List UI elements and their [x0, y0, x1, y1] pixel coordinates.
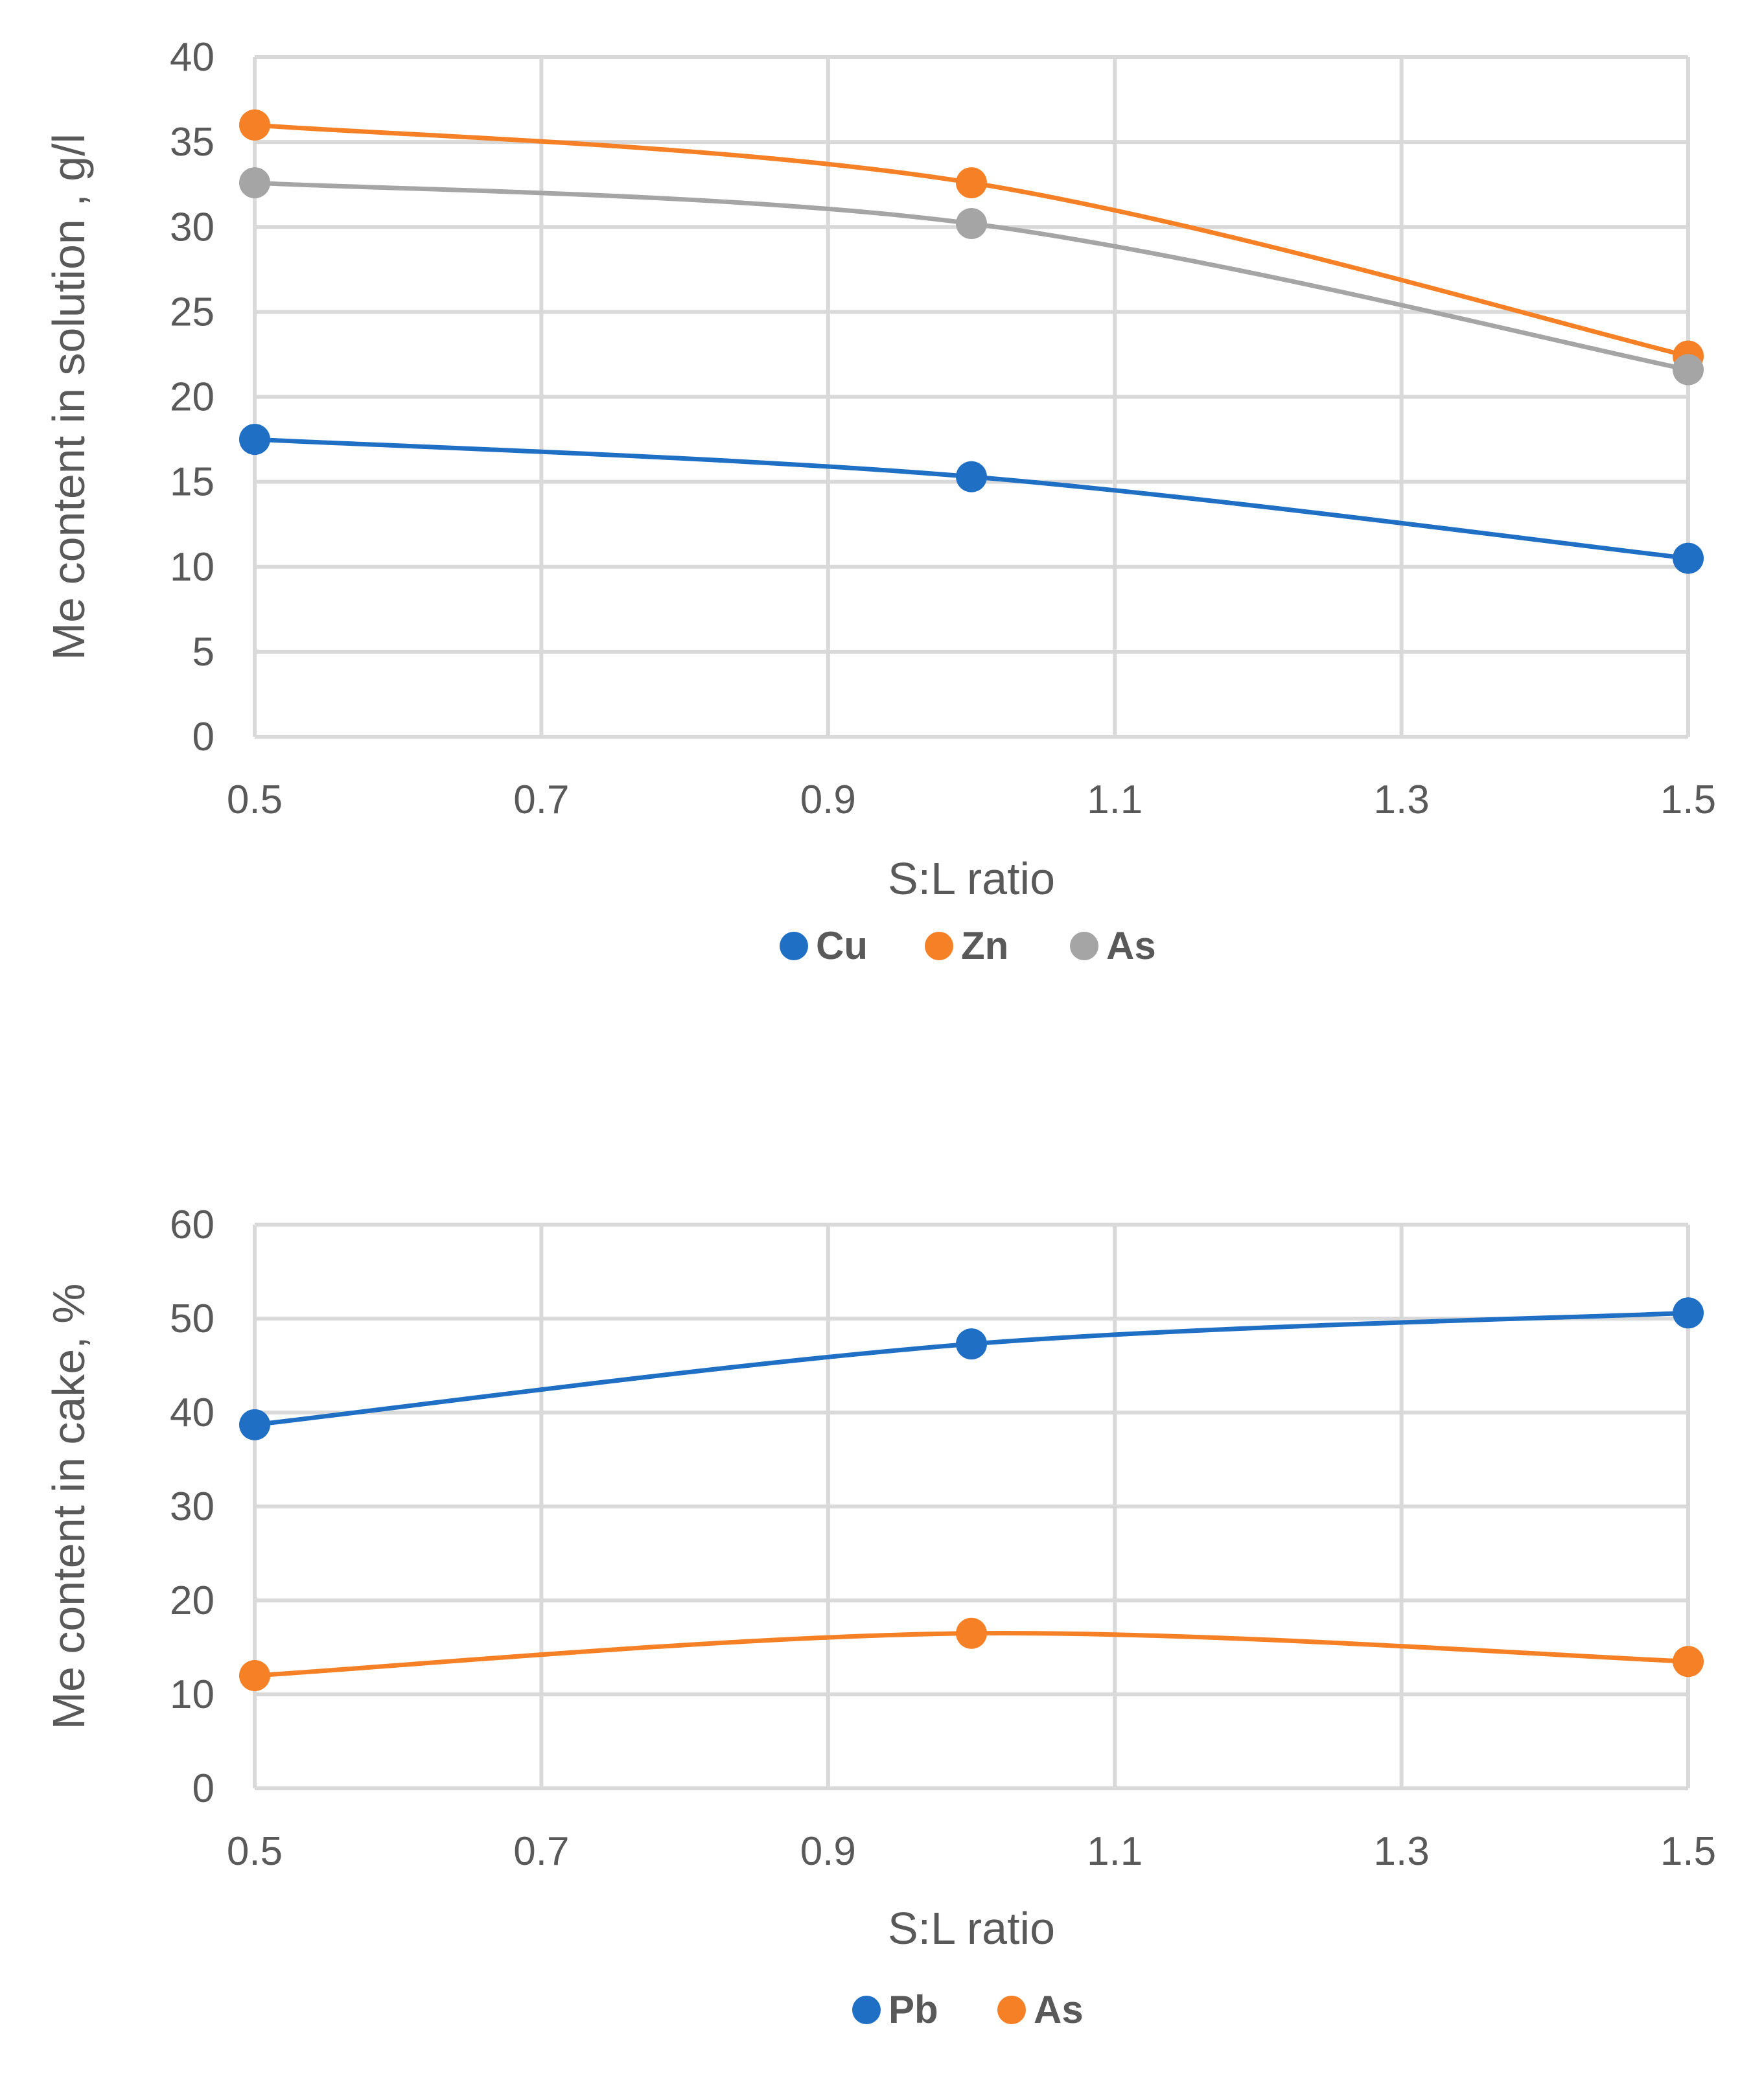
- data-point-as: [1673, 1646, 1704, 1678]
- y-tick-label: 40: [170, 1390, 215, 1435]
- y-axis-title: Me content in cake, %: [43, 1284, 94, 1730]
- data-point-zn: [956, 167, 987, 199]
- y-tick-label: 60: [170, 1203, 215, 1247]
- legend-label-zn: Zn: [961, 924, 1008, 967]
- x-tick-label: 0.9: [800, 778, 856, 822]
- data-point-pb: [956, 1328, 987, 1360]
- data-point-cu: [239, 424, 270, 456]
- solution-chart: 0 5 10 15 20 25 30 35 40 0.5 0.7 0.9 1.1 1.3 1.5 S:L ra…: [43, 35, 1716, 967]
- gridlines: [253, 1223, 1690, 1790]
- y-tick-label: 15: [170, 460, 215, 505]
- data-point-as: [239, 1660, 270, 1691]
- legend-label-as: As: [1034, 1988, 1084, 2031]
- x-tick-label: 1.3: [1373, 778, 1429, 822]
- legend-label-as: As: [1106, 924, 1156, 967]
- y-tick-label: 20: [170, 1578, 215, 1623]
- legend-item-cu: Cu: [780, 924, 868, 967]
- data-point-zn: [239, 109, 270, 141]
- y-tick-label: 20: [170, 375, 215, 420]
- x-tick-label: 1.5: [1660, 1829, 1716, 1874]
- legend: Pb As: [852, 1988, 1084, 2031]
- x-axis-title: S:L ratio: [888, 1903, 1055, 1954]
- x-tick-label: 0.5: [227, 778, 283, 822]
- x-tick-label: 1.1: [1087, 778, 1143, 822]
- y-axis-title: Me content in solution , g/l: [43, 133, 94, 660]
- data-point-as: [239, 167, 270, 199]
- legend-label-cu: Cu: [816, 924, 868, 967]
- legend-item-as: As: [997, 1988, 1084, 2031]
- legend-item-zn: Zn: [925, 924, 1008, 967]
- data-point-as: [956, 1617, 987, 1649]
- y-tick-label: 35: [170, 120, 215, 165]
- x-tick-label: 1.5: [1660, 778, 1716, 822]
- x-tick-label: 0.9: [800, 1829, 856, 1874]
- y-tick-label: 0: [192, 1766, 215, 1811]
- x-tick-label: 1.1: [1087, 1829, 1143, 1874]
- y-tick-label: 10: [170, 545, 215, 590]
- x-tick-label: 0.5: [227, 1829, 283, 1874]
- series-cu: [239, 424, 1704, 574]
- y-tick-label: 25: [170, 290, 215, 334]
- y-tick-label: 40: [170, 35, 215, 80]
- x-tick-label: 0.7: [513, 778, 569, 822]
- legend-marker-pb: [852, 1996, 881, 2024]
- series-zn: [239, 109, 1704, 372]
- y-tick-label: 50: [170, 1297, 215, 1341]
- y-tick-label: 5: [192, 630, 215, 675]
- series-line-cu: [252, 437, 1691, 561]
- y-tick-label: 0: [192, 715, 215, 759]
- legend: Cu Zn As: [780, 924, 1156, 967]
- legend-marker-as: [1070, 932, 1098, 960]
- gridlines: [253, 55, 1690, 739]
- x-tick-label: 0.7: [513, 1829, 569, 1874]
- legend-marker-as: [997, 1996, 1026, 2024]
- data-point-as: [956, 208, 987, 240]
- series-as: [239, 1617, 1704, 1691]
- data-point-cu: [956, 461, 987, 492]
- x-axis-title: S:L ratio: [888, 853, 1055, 904]
- series-as: [239, 167, 1704, 386]
- y-tick-label: 30: [170, 1484, 215, 1529]
- data-point-pb: [239, 1409, 270, 1440]
- data-point-pb: [1673, 1297, 1704, 1329]
- legend-item-as: As: [1070, 924, 1156, 967]
- cake-chart: 0 10 20 30 40 50 60 0.5 0.7 0.9 1.1 1.3 1.5 S:L ratio…: [43, 1203, 1716, 2031]
- legend-item-pb: Pb: [852, 1988, 938, 2031]
- legend-marker-cu: [780, 932, 808, 960]
- legend-label-pb: Pb: [888, 1988, 938, 2031]
- legend-marker-zn: [925, 932, 953, 960]
- x-tick-label: 1.3: [1373, 1829, 1429, 1874]
- series-pb: [239, 1297, 1704, 1440]
- data-point-as: [1673, 354, 1704, 386]
- y-tick-label: 10: [170, 1672, 215, 1717]
- y-tick-label: 30: [170, 205, 215, 249]
- data-point-cu: [1673, 542, 1704, 574]
